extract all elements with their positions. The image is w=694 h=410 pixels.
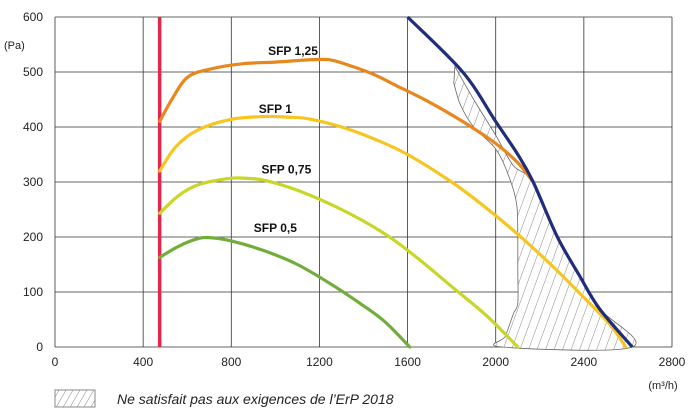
x-tick-label: 0 — [52, 355, 59, 369]
y-tick-label: 600 — [23, 10, 43, 24]
series-label: SFP 1 — [259, 102, 292, 116]
x-tick-label: 400 — [133, 355, 153, 369]
x-tick-label: 800 — [221, 355, 241, 369]
max-curve-line — [406, 15, 634, 349]
legend-text: Ne satisfait pas aux exigences de l’ErP … — [117, 391, 394, 407]
y-tick-label: 200 — [23, 230, 43, 244]
series-label: SFP 0,75 — [261, 162, 311, 176]
series-labels: SFP 1,25 SFP 1 SFP 0,75 SFP 0,5 — [254, 44, 318, 235]
y-tick-label: 100 — [23, 285, 43, 299]
y-tick-label: 300 — [23, 175, 43, 189]
axis-ticks: 0 400 800 1200 1600 2000 2400 2800 0 100 200 300 400… — [23, 10, 686, 369]
x-tick-label: 2400 — [571, 355, 598, 369]
x-tick-label: 1200 — [306, 355, 333, 369]
legend-hatch-swatch — [54, 389, 96, 408]
legend: Ne satisfait pas aux exigences de l’ErP … — [54, 389, 394, 408]
series-label: SFP 0,5 — [254, 221, 297, 235]
series-line — [158, 114, 628, 349]
x-tick-label: 2800 — [659, 355, 686, 369]
series-label: SFP 1,25 — [268, 44, 318, 58]
y-axis-label: (Pa) — [4, 40, 25, 52]
x-axis-label: (m³/h) — [648, 380, 677, 392]
sfp-curves — [157, 15, 634, 349]
x-tick-label: 2000 — [482, 355, 509, 369]
x-tick-label: 1600 — [394, 355, 421, 369]
series-line — [158, 57, 535, 184]
y-tick-label: 400 — [23, 120, 43, 134]
y-tick-label: 0 — [36, 340, 43, 354]
series-line — [158, 235, 412, 349]
series-line — [158, 176, 520, 349]
y-tick-label: 500 — [23, 65, 43, 79]
